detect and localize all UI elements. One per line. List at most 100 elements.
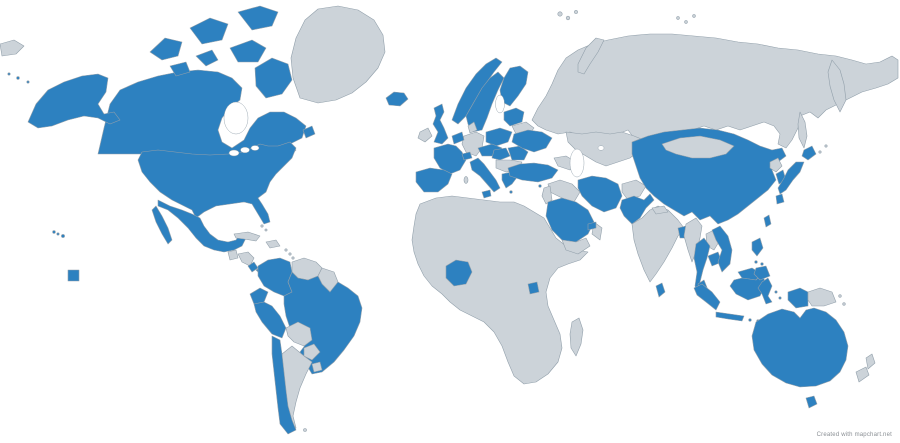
region-crete[interactable] (509, 190, 513, 194)
region-poland[interactable] (485, 127, 513, 147)
region-sulawesi[interactable] (757, 277, 773, 305)
region-nepal[interactable] (651, 205, 669, 215)
region-franz-josef-land[interactable] (676, 16, 680, 20)
region-mindanao[interactable] (753, 265, 771, 281)
region-caribbean-islands[interactable] (284, 248, 288, 252)
region-svalbard[interactable] (574, 10, 578, 14)
region-sakhalin[interactable] (797, 111, 808, 149)
region-maluku[interactable] (774, 290, 778, 294)
region-luzon[interactable] (751, 237, 764, 257)
region-canada-arctic-island[interactable] (195, 49, 219, 67)
region-hawaii[interactable] (56, 232, 60, 236)
region-yemen[interactable] (561, 237, 591, 255)
region-novaya-zemlya[interactable] (577, 37, 605, 75)
region-honduras-nicaragua[interactable] (237, 251, 255, 267)
region-kuril-islands[interactable] (818, 150, 822, 154)
region-chukotka-wrap[interactable] (0, 39, 25, 57)
region-greenland[interactable] (290, 5, 386, 104)
region-taiwan[interactable] (763, 214, 772, 228)
region-honshu[interactable] (777, 161, 805, 195)
region-canada-arctic-island[interactable] (229, 39, 267, 63)
region-visayas[interactable] (754, 260, 758, 264)
region-iceland[interactable] (385, 91, 409, 107)
region-italy[interactable] (469, 157, 501, 193)
region-baja-california[interactable] (151, 205, 173, 245)
region-north-korea[interactable] (769, 157, 783, 173)
region-switzerland[interactable] (461, 151, 473, 161)
region-sri-lanka[interactable] (655, 282, 666, 298)
region-peru[interactable] (253, 301, 287, 339)
region-pakistan[interactable] (619, 193, 655, 225)
region-united-kingdom[interactable] (432, 103, 449, 145)
region-uganda[interactable] (527, 281, 540, 295)
region-sardinia[interactable] (463, 176, 469, 184)
region-hungary-slovakia[interactable] (491, 147, 511, 161)
region-franz-josef-land[interactable] (684, 20, 688, 24)
region-lesser-sunda[interactable] (748, 318, 752, 322)
region-maluku[interactable] (778, 296, 782, 300)
region-canada-arctic-island[interactable] (169, 61, 191, 77)
region-ireland[interactable] (417, 127, 433, 143)
region-tasmania[interactable] (805, 395, 818, 409)
region-kuril-islands[interactable] (824, 144, 828, 148)
region-australia[interactable] (751, 307, 849, 388)
region-aleutians[interactable] (26, 80, 30, 84)
region-alaska[interactable] (27, 73, 121, 129)
region-uae[interactable] (587, 221, 597, 231)
region-caribbean-islands[interactable] (291, 256, 295, 260)
region-guatemala[interactable] (227, 249, 239, 261)
region-kyushu[interactable] (775, 193, 785, 205)
region-canada-arctic-island[interactable] (149, 37, 183, 61)
region-saudi-arabia[interactable] (545, 197, 595, 243)
region-new-zealand-south[interactable] (855, 366, 870, 383)
region-turkey[interactable] (507, 162, 559, 183)
region-madagascar[interactable] (569, 317, 584, 357)
region-caribbean-islands[interactable] (288, 252, 292, 256)
region-finland[interactable] (499, 65, 529, 107)
region-newfoundland[interactable] (302, 125, 316, 139)
region-bahamas[interactable] (260, 224, 264, 228)
region-visayas[interactable] (760, 262, 764, 266)
region-png-islands[interactable] (842, 302, 846, 306)
region-svalbard[interactable] (557, 11, 563, 17)
region-baffin-island[interactable] (254, 57, 293, 99)
region-france[interactable] (433, 143, 467, 175)
region-germany[interactable] (461, 131, 485, 157)
region-iraq-syria[interactable] (547, 179, 581, 203)
region-png-islands[interactable] (838, 294, 842, 298)
region-romania[interactable] (507, 145, 529, 161)
region-denmark[interactable] (467, 121, 478, 134)
region-nigeria[interactable] (445, 259, 473, 287)
region-mongolia[interactable] (661, 135, 735, 159)
region-hispaniola[interactable] (265, 239, 281, 249)
region-bahamas[interactable] (264, 228, 268, 232)
region-java[interactable] (715, 311, 745, 322)
region-africa[interactable] (411, 195, 589, 385)
region-canada-arctic-island[interactable] (237, 5, 279, 31)
region-canada-arctic-island[interactable] (189, 17, 229, 45)
region-baltic-states[interactable] (503, 107, 525, 127)
region-bolivia[interactable] (285, 321, 313, 347)
region-vietnam[interactable] (711, 225, 733, 273)
region-spain-portugal[interactable] (415, 167, 453, 193)
region-franz-josef-land[interactable] (692, 14, 696, 18)
region-west-papua[interactable] (787, 287, 809, 309)
region-cuba[interactable] (233, 231, 261, 242)
region-new-zealand-north[interactable] (865, 353, 876, 370)
region-ukraine[interactable] (511, 129, 553, 153)
region-ecuador[interactable] (249, 287, 269, 305)
region-svalbard[interactable] (565, 15, 571, 21)
region-papua-new-guinea[interactable] (807, 287, 837, 307)
region-chile[interactable] (271, 335, 297, 435)
region-sumatra[interactable] (693, 283, 721, 311)
region-benelux[interactable] (451, 131, 465, 145)
region-hokkaido[interactable] (801, 145, 817, 161)
region-afghanistan[interactable] (621, 179, 647, 201)
region-aleutians[interactable] (7, 72, 11, 76)
region-kamchatka[interactable] (827, 59, 847, 113)
region-cyprus[interactable] (538, 184, 542, 188)
region-falkland-islands[interactable] (303, 428, 307, 432)
region-hawaii[interactable] (61, 234, 65, 238)
region-aleutians[interactable] (16, 76, 20, 80)
region-paraguay[interactable] (303, 343, 321, 361)
